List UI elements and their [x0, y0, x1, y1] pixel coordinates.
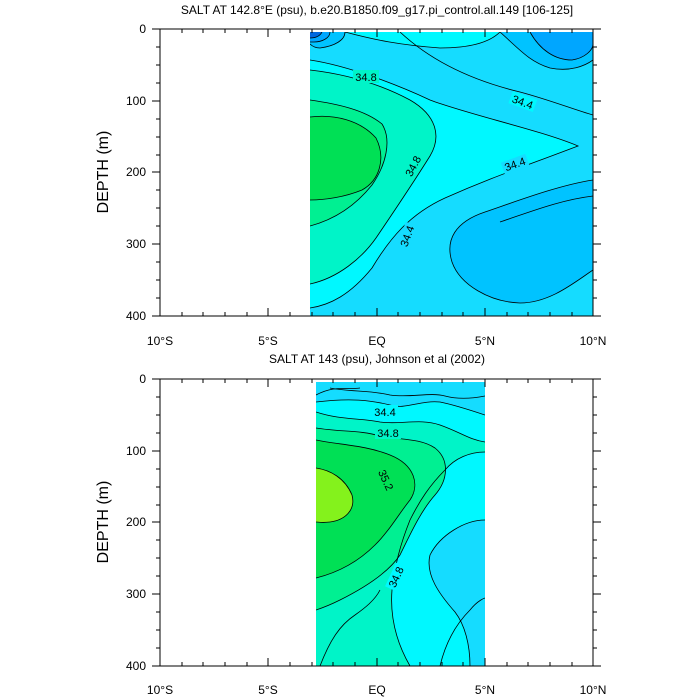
panel-bottom-contour-labels: 34.4 34.8 35.2 34.8: [372, 405, 408, 592]
fill-green: [316, 440, 415, 578]
panel-bottom-title: SALT AT 143 (psu), Johnson et al (2002): [269, 352, 485, 366]
panel-top-x-ticklabels: 10°S 5°S EQ 5°N 10°N: [147, 334, 606, 348]
panel-top: SALT AT 142.8°E (psu), b.e20.B1850.f09_g…: [95, 3, 606, 348]
panel-top-lines: [310, 32, 593, 309]
y-tick-label: 0: [139, 372, 146, 386]
panel-bottom-x-ticklabels: 10°S 5°S EQ 5°N 10°N: [147, 683, 606, 697]
fill-core: [316, 468, 353, 523]
contour-label: 34.8: [377, 428, 398, 440]
x-tick-label: 5°N: [475, 683, 495, 697]
panel-bottom-ylabel: DEPTH (m): [95, 481, 112, 564]
panel-top-y-ticklabels: 0 100 200 300 400: [126, 22, 146, 323]
panel-top-ylabel: DEPTH (m): [95, 131, 112, 214]
x-tick-label: 10°N: [580, 683, 607, 697]
panel-bottom-lines: [316, 387, 485, 666]
y-tick-label: 300: [126, 237, 146, 251]
panel-bottom-y-ticklabels: 0 100 200 300 400: [126, 372, 146, 673]
panel-top-ticks: [152, 28, 601, 317]
panel-bottom-contours: [316, 382, 485, 666]
fill-topright-inner: [530, 32, 593, 60]
x-tick-label: EQ: [368, 334, 385, 348]
y-tick-label: 0: [139, 22, 146, 36]
x-tick-label: 5°N: [475, 334, 495, 348]
x-tick-label: EQ: [368, 683, 385, 697]
y-tick-label: 100: [126, 444, 146, 458]
panel-top-title: SALT AT 142.8°E (psu), b.e20.B1850.f09_g…: [181, 3, 573, 17]
fill-surface-left-core: [310, 32, 322, 38]
x-tick-label: 10°N: [580, 334, 607, 348]
fill-lowright-blob: [449, 180, 593, 303]
y-tick-label: 200: [126, 165, 146, 179]
panel-top-contours: [310, 32, 593, 316]
fill-surface-mid: [345, 32, 500, 48]
fill-surface: [316, 382, 485, 415]
x-tick-label: 10°S: [147, 683, 173, 697]
fill-lowright: [429, 520, 485, 666]
y-tick-label: 300: [126, 587, 146, 601]
y-tick-label: 200: [126, 515, 146, 529]
panel-bottom: SALT AT 143 (psu), Johnson et al (2002): [95, 352, 606, 697]
x-tick-label: 5°S: [258, 683, 277, 697]
x-tick-label: 5°S: [258, 334, 277, 348]
x-tick-label: 10°S: [147, 334, 173, 348]
y-tick-label: 400: [126, 309, 146, 323]
panel-bottom-ticks: [152, 378, 601, 667]
y-tick-label: 400: [126, 659, 146, 673]
contour-label: 34.4: [374, 407, 395, 419]
contour-label: 34.8: [355, 72, 376, 84]
y-tick-label: 100: [126, 94, 146, 108]
fill-green-core: [310, 116, 381, 200]
